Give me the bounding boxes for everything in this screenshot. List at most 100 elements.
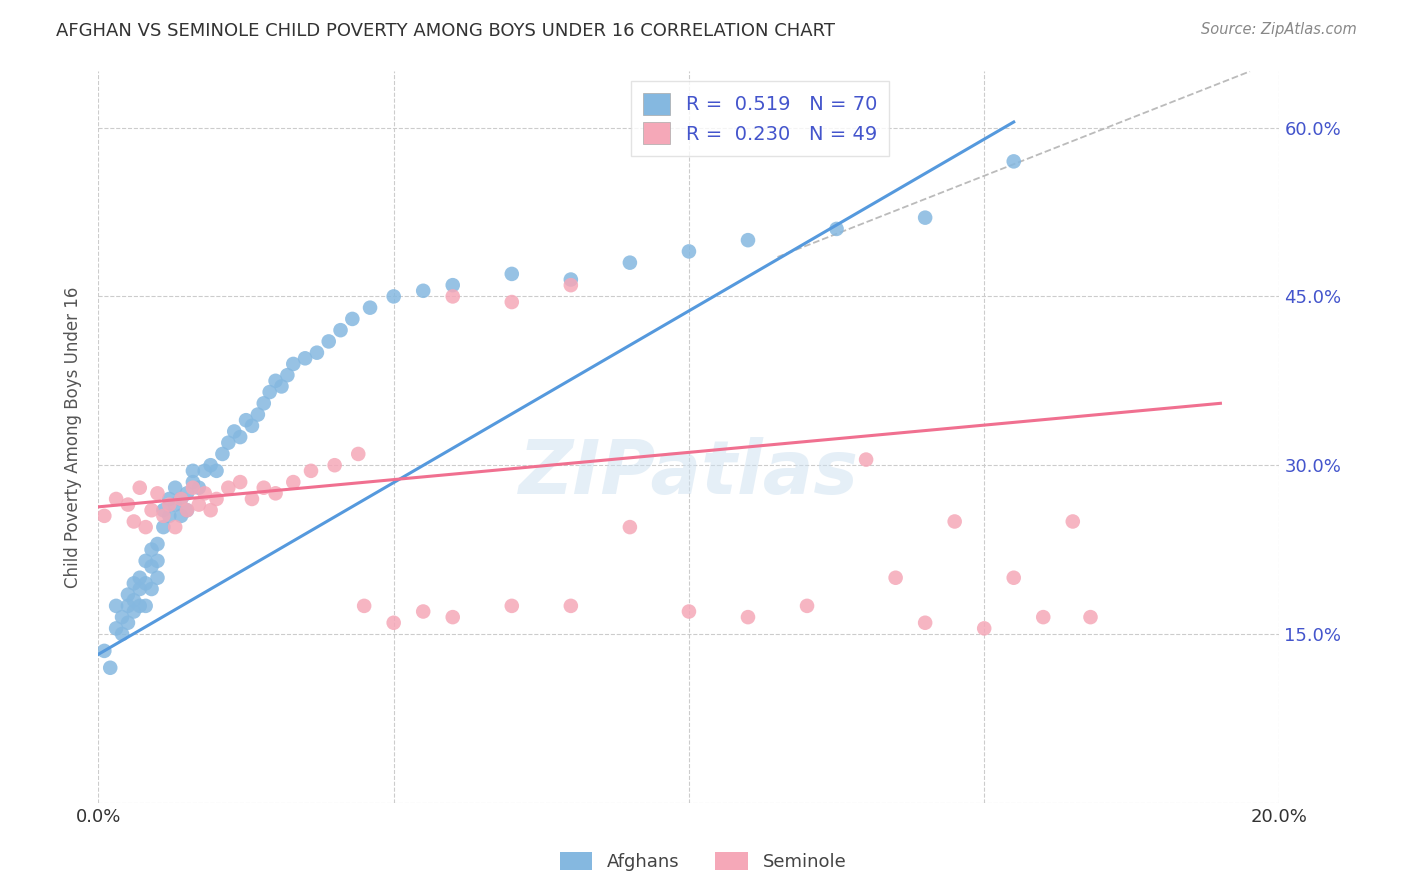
Point (176, 486, 198, 500)
Point (170, 491, 193, 506)
Point (122, 576, 145, 591)
Point (973, 621, 995, 635)
Y-axis label: Child Poverty Among Boys Under 16: Child Poverty Among Boys Under 16 (65, 286, 83, 588)
Point (264, 486, 287, 500)
Point (157, 508, 180, 523)
Point (229, 475, 252, 489)
Point (619, 255, 641, 269)
Point (128, 582, 150, 596)
Point (176, 503, 198, 517)
Point (560, 272, 582, 286)
Point (98, 661, 121, 675)
Point (441, 278, 464, 293)
Point (200, 503, 222, 517)
Point (170, 491, 193, 506)
Point (187, 498, 209, 512)
Point (122, 605, 145, 619)
Point (194, 486, 217, 500)
Point (194, 464, 217, 478)
Point (181, 475, 204, 489)
Point (146, 486, 169, 500)
Point (855, 452, 877, 467)
Point (382, 615, 405, 630)
Point (342, 312, 364, 326)
Point (157, 498, 180, 512)
Point (560, 278, 582, 293)
Point (329, 323, 352, 337)
Point (128, 571, 150, 585)
Point (678, 244, 700, 259)
Point (117, 588, 139, 602)
Point (117, 599, 139, 613)
Text: Source: ZipAtlas.com: Source: ZipAtlas.com (1201, 22, 1357, 37)
Point (253, 481, 276, 495)
Point (157, 491, 180, 506)
Point (135, 599, 157, 613)
Point (259, 385, 281, 400)
Point (181, 464, 204, 478)
Point (619, 520, 641, 534)
Point (93, 644, 115, 658)
Point (122, 515, 145, 529)
Point (884, 571, 907, 585)
Point (264, 374, 287, 388)
Point (1080, 610, 1102, 624)
Point (105, 599, 128, 613)
Point (353, 599, 375, 613)
Point (305, 345, 328, 359)
Point (299, 464, 322, 478)
Point (135, 554, 157, 568)
Point (141, 503, 163, 517)
Point (412, 605, 434, 619)
Point (276, 368, 298, 383)
Point (914, 211, 936, 225)
Point (270, 379, 292, 393)
Point (253, 396, 276, 410)
Point (181, 481, 204, 495)
Point (111, 610, 134, 624)
Point (146, 554, 169, 568)
Point (128, 481, 150, 495)
Point (240, 418, 263, 433)
Point (117, 498, 139, 512)
Point (825, 222, 848, 236)
Point (737, 610, 759, 624)
Point (165, 498, 187, 512)
Point (560, 599, 582, 613)
Point (205, 464, 228, 478)
Point (678, 605, 700, 619)
Point (176, 503, 198, 517)
Point (117, 615, 139, 630)
Point (152, 520, 174, 534)
Point (737, 233, 759, 247)
Point (441, 289, 464, 303)
Point (111, 627, 134, 641)
Point (412, 284, 434, 298)
Point (165, 520, 187, 534)
Point (294, 351, 316, 366)
Point (224, 425, 246, 439)
Point (1062, 515, 1084, 529)
Point (141, 559, 163, 574)
Point (914, 615, 936, 630)
Point (187, 481, 209, 495)
Point (217, 481, 239, 495)
Point (235, 413, 257, 427)
Point (122, 593, 145, 607)
Point (135, 520, 157, 534)
Point (152, 508, 174, 523)
Point (135, 576, 157, 591)
Text: AFGHAN VS SEMINOLE CHILD POVERTY AMONG BOYS UNDER 16 CORRELATION CHART: AFGHAN VS SEMINOLE CHILD POVERTY AMONG B… (56, 22, 835, 40)
Point (943, 515, 966, 529)
Point (441, 610, 464, 624)
Point (246, 408, 269, 422)
Point (796, 599, 818, 613)
Point (165, 481, 187, 495)
Point (128, 599, 150, 613)
Point (205, 491, 228, 506)
Point (240, 491, 263, 506)
Point (382, 289, 405, 303)
Point (347, 447, 370, 461)
Point (229, 430, 252, 444)
Point (105, 491, 128, 506)
